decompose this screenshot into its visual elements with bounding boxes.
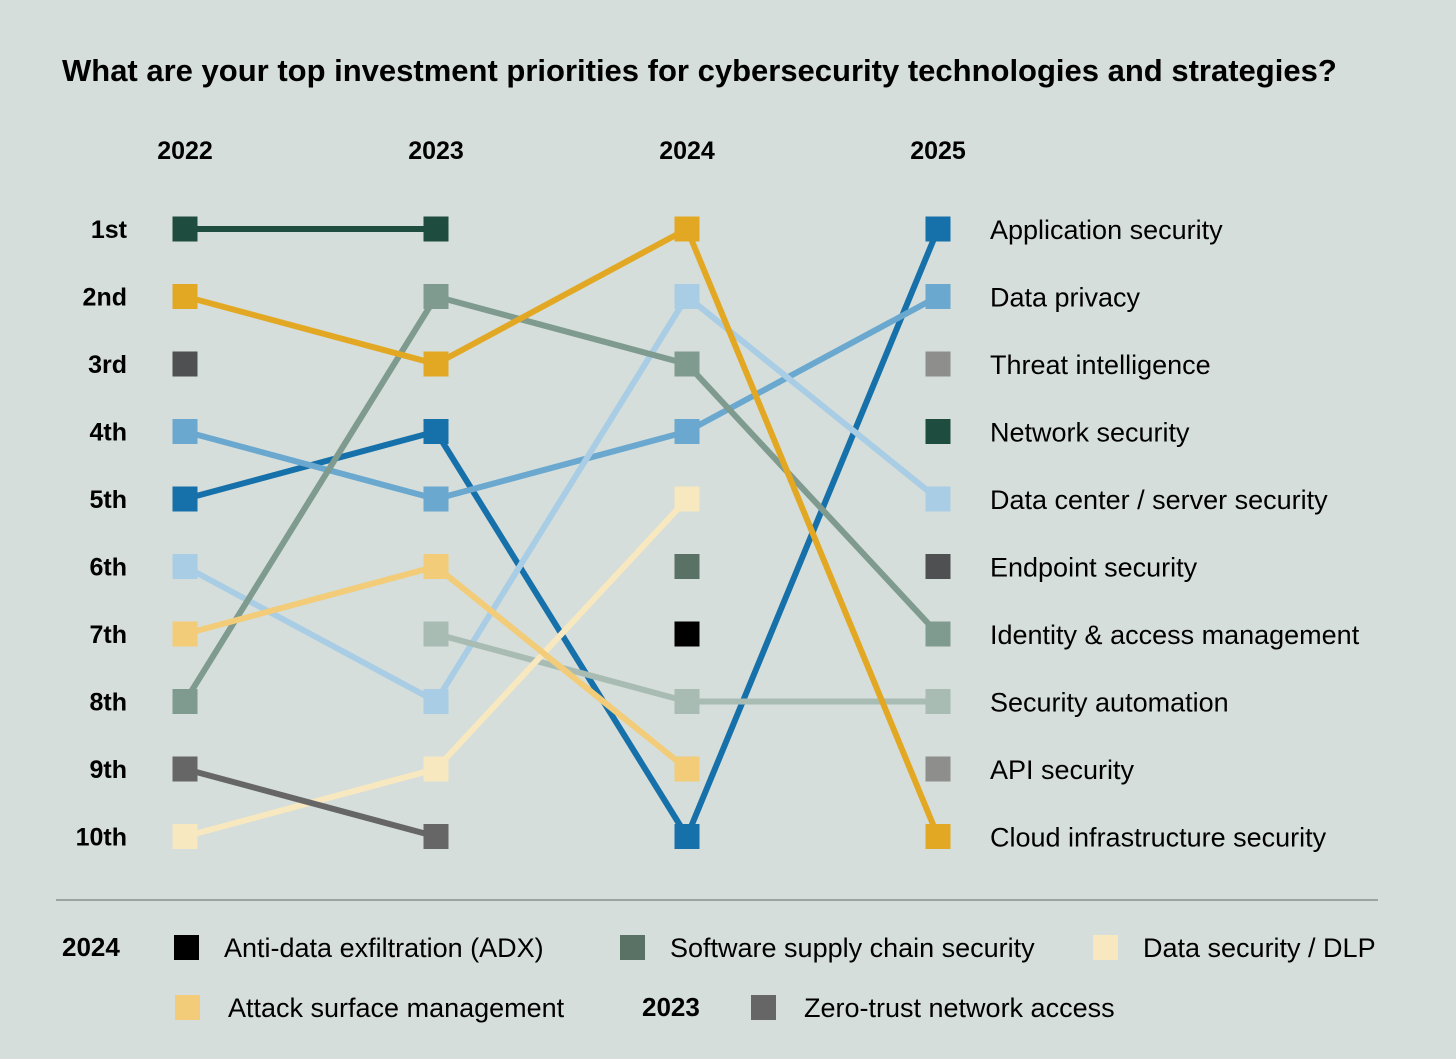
marker-security-automation xyxy=(925,689,951,714)
legend-label-zero-trust-network-access: Zero-trust network access xyxy=(804,993,1115,1023)
series-line-data-center-server-security xyxy=(433,294,690,704)
series-line-cloud-infrastructure-security xyxy=(434,226,689,367)
legend-group-year: 2023 xyxy=(642,992,700,1022)
year-label: 2022 xyxy=(157,137,213,165)
marker-identity-access-management xyxy=(925,621,951,647)
year-label: 2023 xyxy=(408,137,464,165)
marker-network-security xyxy=(423,216,449,242)
rank-labels: 1st 2nd 3rd 4th 5th 6th 7th 8th 9th 10th xyxy=(76,216,128,852)
series-label-security-automation: Security automation xyxy=(990,688,1229,718)
rank-label: 6th xyxy=(90,554,128,582)
legend-label-anti-data-exfiltration-adx: Anti-data exfiltration (ADX) xyxy=(224,933,544,963)
marker-identity-access-management xyxy=(674,351,700,377)
series-line-identity-access-management xyxy=(435,293,688,367)
legend-swatch-anti-data-exfiltration-adx xyxy=(174,935,199,960)
series-label-application-security: Application security xyxy=(990,215,1223,245)
rank-label: 5th xyxy=(90,486,128,514)
marker-application-security xyxy=(172,486,198,512)
series-label-data-privacy: Data privacy xyxy=(990,283,1141,313)
rank-label: 7th xyxy=(90,621,128,649)
marker-identity-access-management xyxy=(423,284,449,309)
marker-attack-surface-management xyxy=(423,554,449,579)
marker-zero-trust-network-access xyxy=(423,824,449,849)
series-label-data-center-server-security: Data center / server security xyxy=(990,485,1328,515)
marker-network-security xyxy=(925,419,951,444)
marker-data-security-dlp xyxy=(172,824,198,849)
marker-security-automation xyxy=(423,621,449,647)
marker-attack-surface-management xyxy=(674,756,700,782)
marker-cloud-infrastructure-security xyxy=(925,824,951,849)
series-labels: Application security Data privacy Threat i… xyxy=(990,215,1360,853)
series-line-cloud-infrastructure-security xyxy=(184,293,437,367)
rank-label: 1st xyxy=(91,216,128,244)
legend-swatch-software-supply-chain-security xyxy=(620,935,645,960)
series-label-cloud-infrastructure-security: Cloud infrastructure security xyxy=(990,823,1327,853)
series-label-api-security: API security xyxy=(990,755,1135,785)
year-label: 2025 xyxy=(910,137,966,165)
marker-api-security xyxy=(925,756,951,782)
rank-label: 2nd xyxy=(83,284,127,312)
marker-data-center-server-security xyxy=(423,689,449,714)
marker-software-supply-chain-security xyxy=(674,554,700,579)
marker-data-security-dlp xyxy=(423,756,449,782)
series-line-identity-access-management xyxy=(182,294,439,704)
marker-anti-data-exfiltration-adx xyxy=(674,621,700,647)
marker-endpoint-security xyxy=(172,351,198,377)
legend: 2024 Anti-data exfiltration (ADX) Software… xyxy=(62,932,1376,1023)
marker-data-privacy xyxy=(172,419,198,444)
rank-label: 10th xyxy=(76,824,127,852)
marker-identity-access-management xyxy=(172,689,198,714)
legend-label-software-supply-chain-security: Software supply chain security xyxy=(670,933,1035,963)
marker-data-center-server-security xyxy=(674,284,700,309)
series-markers xyxy=(172,216,951,849)
marker-cloud-infrastructure-security xyxy=(172,284,198,309)
rank-label: 3rd xyxy=(88,351,127,379)
legend-swatch-zero-trust-network-access xyxy=(751,995,776,1020)
marker-data-privacy xyxy=(674,419,700,444)
year-labels: 2022 2023 2024 2025 xyxy=(157,137,966,165)
series-lines xyxy=(182,226,941,840)
rank-label: 8th xyxy=(90,689,128,717)
series-line-data-privacy xyxy=(435,428,688,502)
marker-cloud-infrastructure-security xyxy=(423,351,449,377)
series-line-data-security-dlp xyxy=(433,496,690,772)
marker-data-center-server-security xyxy=(172,554,198,579)
series-label-threat-intelligence: Threat intelligence xyxy=(990,350,1211,380)
legend-group-year: 2024 xyxy=(62,932,120,962)
marker-application-security xyxy=(423,419,449,444)
series-line-attack-surface-management xyxy=(434,564,689,772)
marker-threat-intelligence xyxy=(925,351,951,377)
series-line-data-privacy xyxy=(184,428,437,502)
marker-application-security xyxy=(925,216,951,242)
legend-swatch-data-security-dlp xyxy=(1093,935,1118,960)
marker-zero-trust-network-access xyxy=(172,756,198,782)
marker-data-privacy xyxy=(925,284,951,309)
rank-label: 4th xyxy=(90,419,128,447)
legend-label-data-security-dlp: Data security / DLP xyxy=(1143,933,1376,963)
series-line-identity-access-management xyxy=(684,361,941,637)
legend-label-attack-surface-management: Attack surface management xyxy=(228,993,565,1023)
chart-title: What are your top investment priorities … xyxy=(62,53,1337,88)
marker-attack-surface-management xyxy=(172,621,198,647)
series-label-endpoint-security: Endpoint security xyxy=(990,553,1198,583)
marker-data-center-server-security xyxy=(925,486,951,512)
legend-swatch-attack-surface-management xyxy=(175,995,200,1020)
series-line-data-center-server-security xyxy=(183,563,438,705)
marker-network-security xyxy=(172,216,198,242)
series-line-attack-surface-management xyxy=(184,563,437,637)
marker-security-automation xyxy=(674,689,700,714)
year-label: 2024 xyxy=(659,137,715,165)
series-line-cloud-infrastructure-security xyxy=(684,227,941,838)
series-label-network-security: Network security xyxy=(990,418,1190,448)
rank-label: 9th xyxy=(90,756,128,784)
series-line-zero-trust-network-access xyxy=(184,766,437,840)
series-label-identity-access-management: Identity & access management xyxy=(990,620,1360,650)
marker-data-security-dlp xyxy=(674,486,700,512)
marker-application-security xyxy=(674,824,700,849)
marker-endpoint-security xyxy=(925,554,951,579)
marker-data-privacy xyxy=(423,486,449,512)
marker-cloud-infrastructure-security xyxy=(674,216,700,242)
